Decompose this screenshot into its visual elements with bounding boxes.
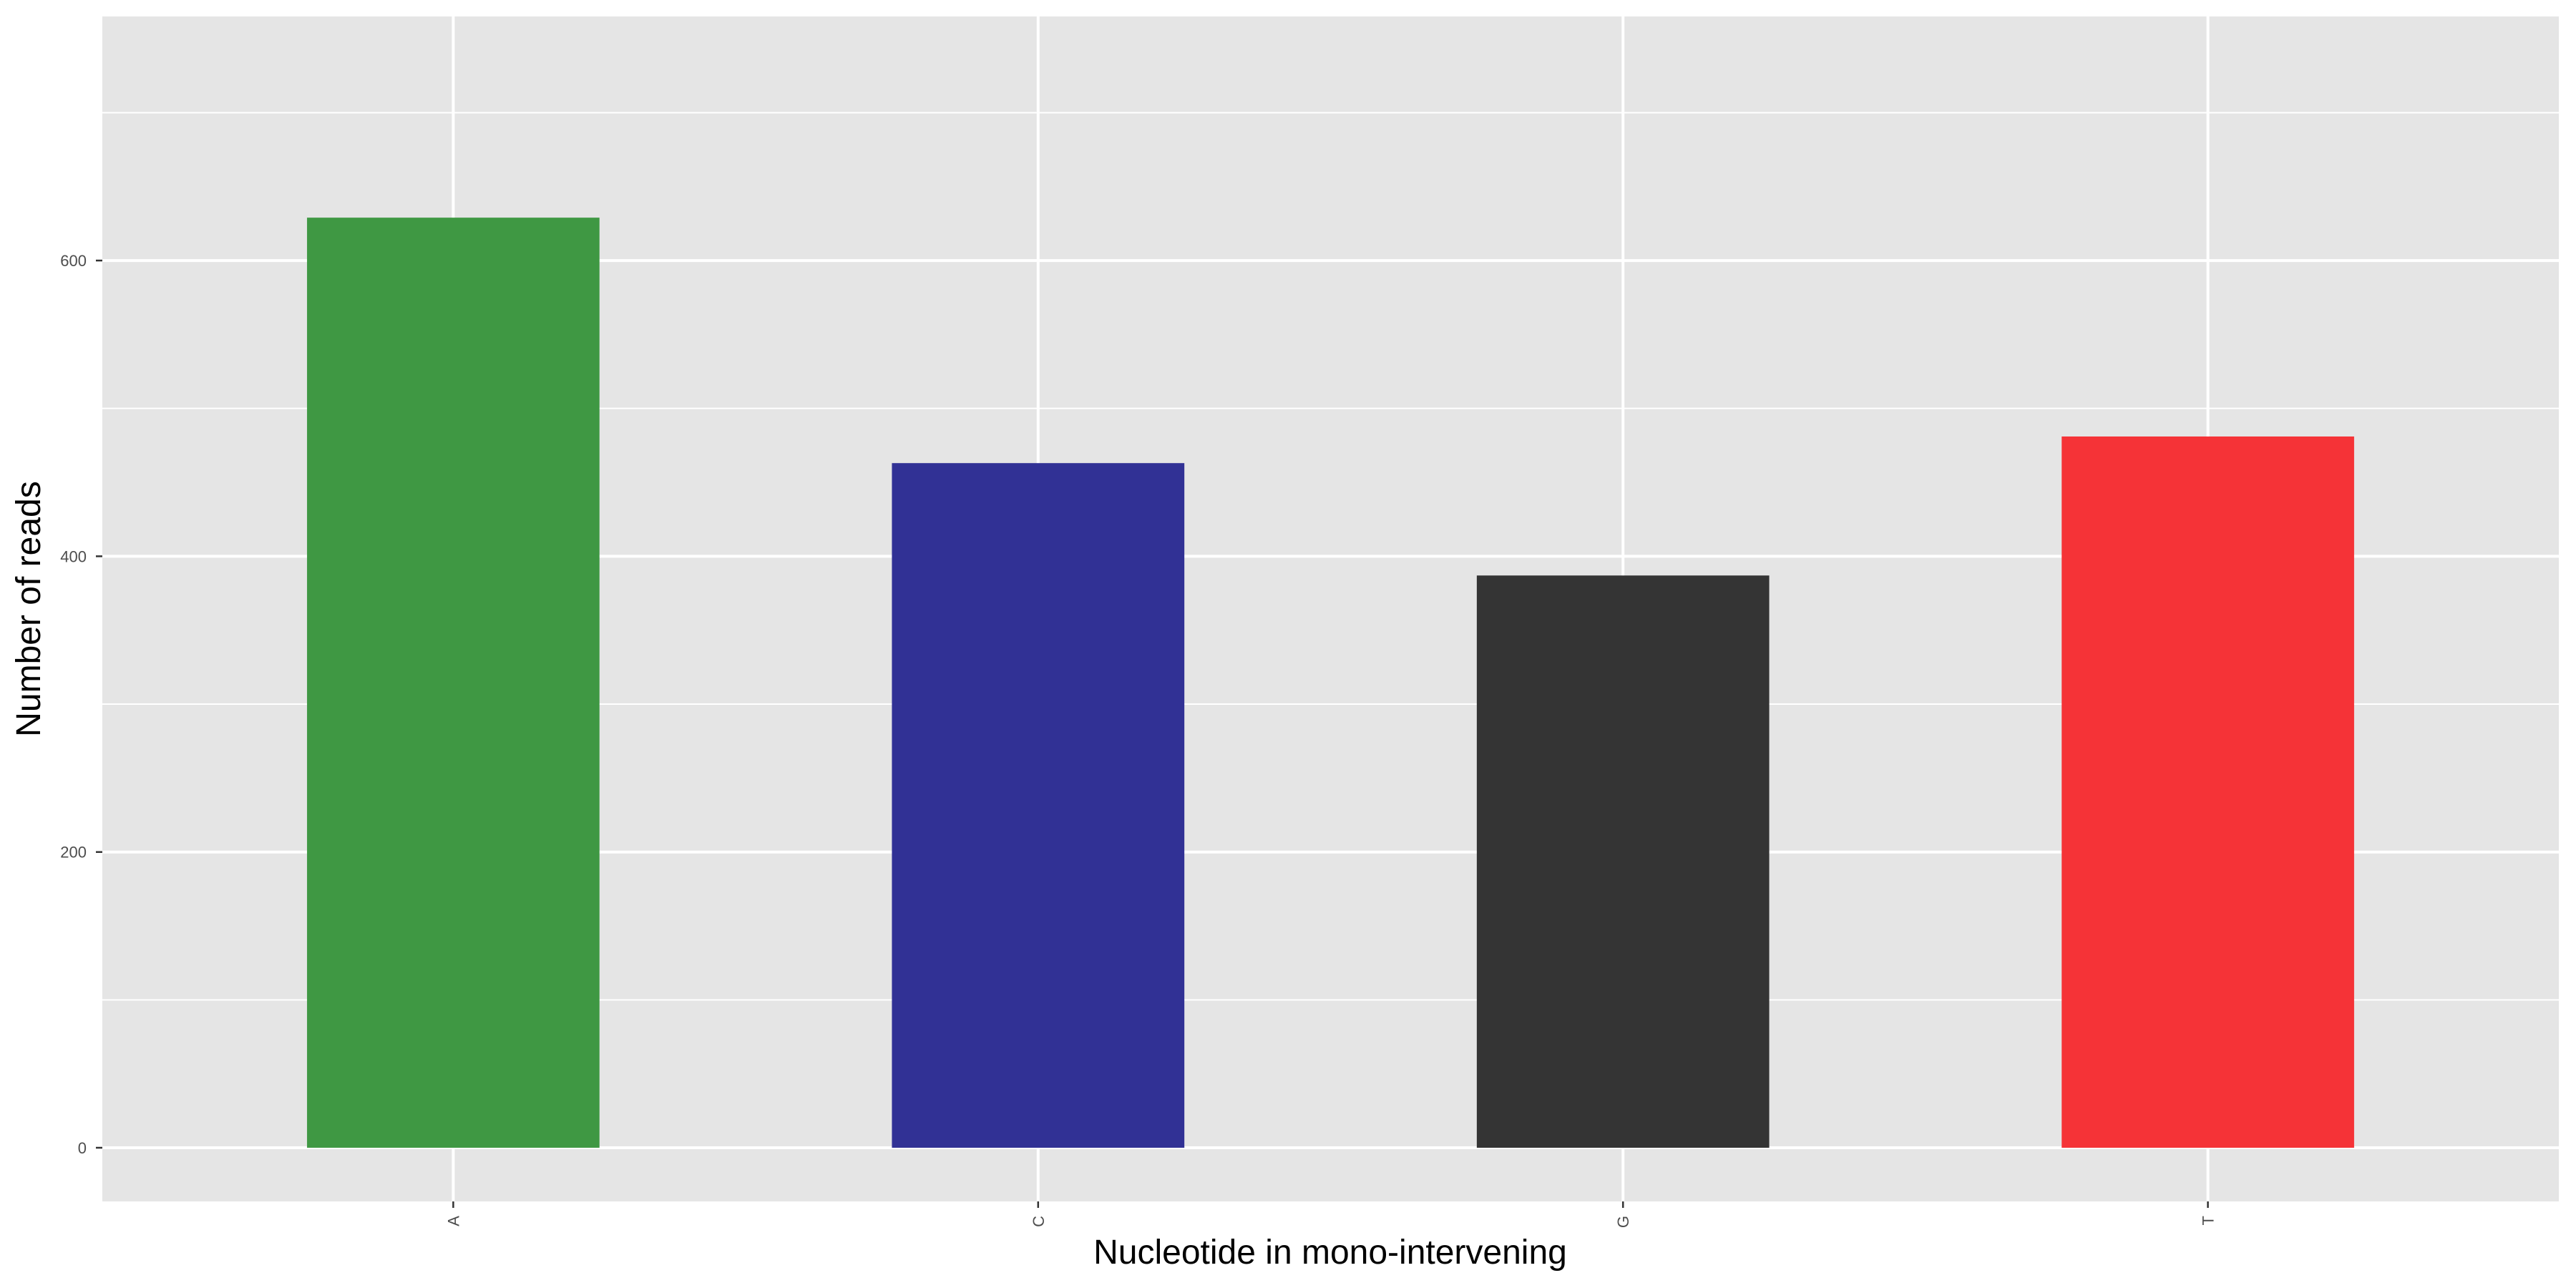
bar-G xyxy=(1476,575,1770,1148)
bar-T xyxy=(2062,436,2354,1148)
bar-C xyxy=(892,463,1185,1148)
bar-A xyxy=(307,218,600,1148)
y-tick-label: 200 xyxy=(60,844,87,862)
y-axis-title: Number of reads xyxy=(10,481,48,737)
bars xyxy=(307,218,2354,1148)
x-tick-label: G xyxy=(1614,1216,1632,1228)
y-tick-label: 400 xyxy=(60,547,87,565)
y-tick-label: 0 xyxy=(78,1139,87,1157)
x-tick-label: A xyxy=(444,1216,462,1226)
axis-ticks: 0 200 400 600 A C G T xyxy=(60,252,2217,1228)
y-tick-label: 600 xyxy=(60,252,87,270)
x-axis-title: Nucleotide in mono-intervening xyxy=(1093,1234,1567,1272)
x-tick-label: T xyxy=(2200,1216,2218,1225)
x-tick-label: C xyxy=(1030,1216,1048,1227)
